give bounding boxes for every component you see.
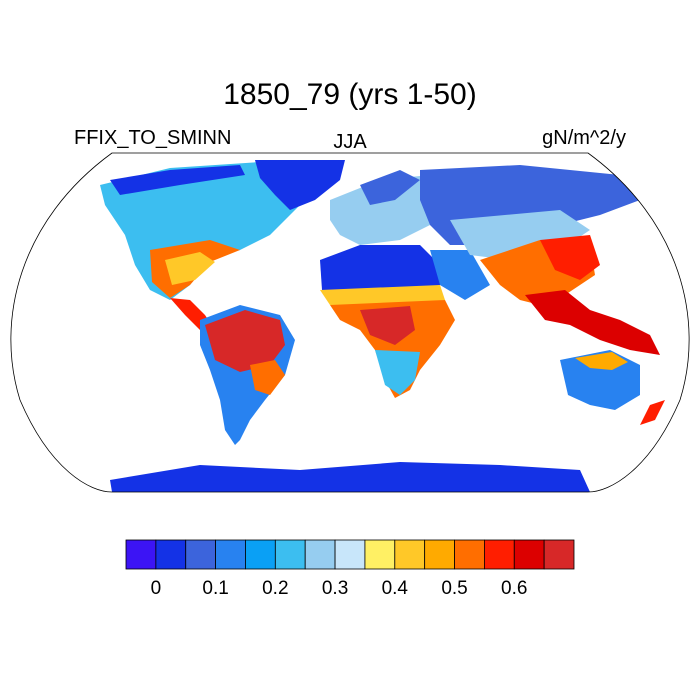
colorbar-box <box>334 539 366 570</box>
africa-central <box>330 300 455 398</box>
colorbar-box <box>274 539 306 570</box>
globe-outline <box>10 152 690 493</box>
colorbar-tick-label: 0.1 <box>202 578 229 599</box>
colorbar-box <box>364 539 396 570</box>
australia-north <box>575 352 628 370</box>
africa-sahel <box>320 285 445 305</box>
colorbar-box <box>394 539 426 570</box>
land-fill <box>100 160 665 492</box>
map-title: 1850_79 (yrs 1-50) <box>223 78 477 111</box>
colorbar-box <box>543 539 575 570</box>
units-label: gN/m^2/y <box>542 127 626 149</box>
colorbar-tick-label: 0.5 <box>441 578 468 599</box>
colorbar-box <box>155 539 187 570</box>
canada-north <box>110 165 245 195</box>
southeast-asia <box>525 290 660 355</box>
colorbar-box <box>513 539 545 570</box>
scandinavia <box>360 170 420 205</box>
season-label: JJA <box>333 131 367 153</box>
amazon <box>205 310 285 372</box>
north-america-southeast <box>165 252 215 285</box>
colorbar-tick-label: 0.2 <box>262 578 289 599</box>
africa-sahara <box>320 245 440 293</box>
colorbar-tick-label: 0.4 <box>381 578 408 599</box>
colorbar-box <box>483 539 515 570</box>
antarctica <box>110 462 590 492</box>
arabia <box>430 250 490 300</box>
colorbar-box <box>125 539 157 570</box>
brazil-east <box>250 360 285 395</box>
colorbar-box <box>304 539 336 570</box>
congo <box>360 306 415 345</box>
colorbar-tick-label: 0 <box>150 578 162 599</box>
colorbar-box <box>185 539 217 570</box>
greenland <box>255 160 345 210</box>
new-zealand <box>640 400 665 425</box>
colorbar-tick-label: 0.6 <box>501 578 528 599</box>
africa-south <box>375 350 420 395</box>
colorbar-box <box>454 539 485 570</box>
colorbar-box <box>424 539 455 570</box>
colorbar-box <box>245 539 276 570</box>
colorbar-box <box>215 539 246 570</box>
colorbar-tick-label: 0.3 <box>321 578 349 599</box>
china-east <box>540 235 600 280</box>
variable-label: FFIX_TO_SMINN <box>74 127 232 149</box>
